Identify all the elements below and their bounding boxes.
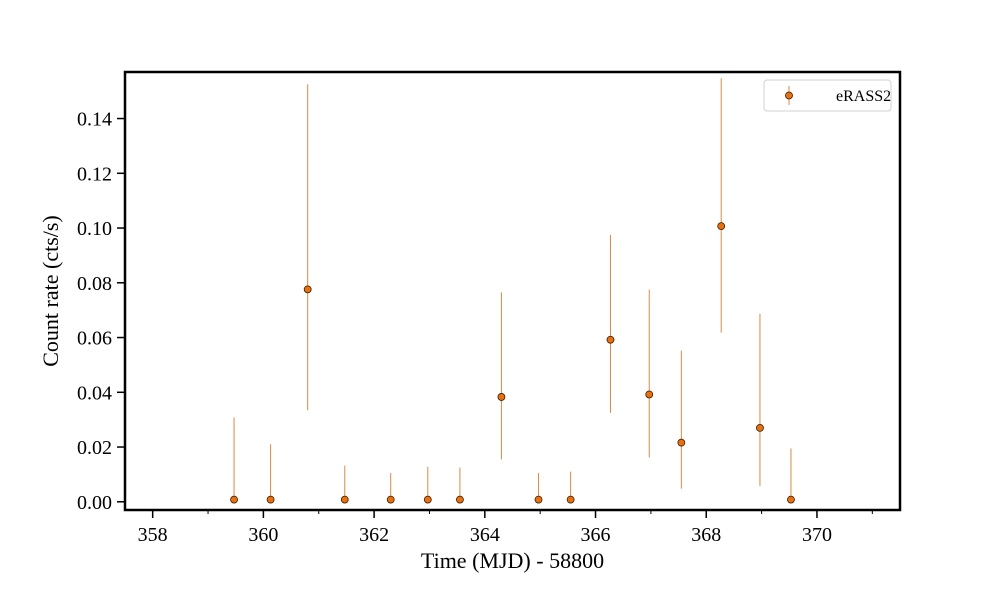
y-axis-title: Count rate (cts/s) xyxy=(38,215,63,367)
legend-point-marker xyxy=(785,91,793,100)
data-point xyxy=(340,495,349,504)
data-point xyxy=(606,335,615,344)
y-axis-ticks: 0.00 0.02 0.04 0.06 0.08 0.10 0.12 0.14 xyxy=(77,109,125,514)
plot-frame xyxy=(123,70,902,512)
y-tick-label: 0.00 xyxy=(77,492,112,514)
x-tick-label: 358 xyxy=(138,524,168,546)
data-point xyxy=(386,495,395,504)
y-tick-label: 0.12 xyxy=(77,163,112,185)
x-tick-label: 364 xyxy=(470,524,500,546)
error-bars xyxy=(233,78,792,500)
data-point xyxy=(717,222,726,231)
y-tick-label: 0.14 xyxy=(77,109,112,131)
data-point xyxy=(787,495,795,504)
y-tick-label: 0.06 xyxy=(77,328,112,350)
data-point xyxy=(677,438,686,447)
data-point xyxy=(534,495,543,504)
data-point xyxy=(456,495,464,504)
data-point xyxy=(230,495,238,504)
data-point xyxy=(645,390,654,399)
data-point xyxy=(756,423,764,432)
x-tick-label: 368 xyxy=(691,524,721,546)
x-tick-label: 362 xyxy=(359,524,389,546)
x-axis-title: Time (MJD) - 58800 xyxy=(421,548,604,573)
x-tick-label: 370 xyxy=(802,524,832,546)
legend-box xyxy=(763,79,892,112)
x-tick-label: 366 xyxy=(581,524,611,546)
data-point xyxy=(266,495,275,504)
data-point xyxy=(423,495,432,504)
y-tick-label: 0.04 xyxy=(77,382,112,404)
y-tick-label: 0.10 xyxy=(77,218,112,240)
legend-label-erass2: eRASS2 xyxy=(836,88,891,105)
data-point xyxy=(497,393,506,401)
data-point xyxy=(566,495,575,504)
y-tick-label: 0.02 xyxy=(77,437,112,459)
legend: eRASS2 xyxy=(763,79,892,112)
x-tick-label: 360 xyxy=(248,524,278,546)
data-points xyxy=(230,222,795,504)
y-tick-label: 0.08 xyxy=(77,273,112,295)
data-point xyxy=(303,285,312,294)
x-axis-ticks: 358 360 362 364 366 368 370 xyxy=(138,510,873,546)
